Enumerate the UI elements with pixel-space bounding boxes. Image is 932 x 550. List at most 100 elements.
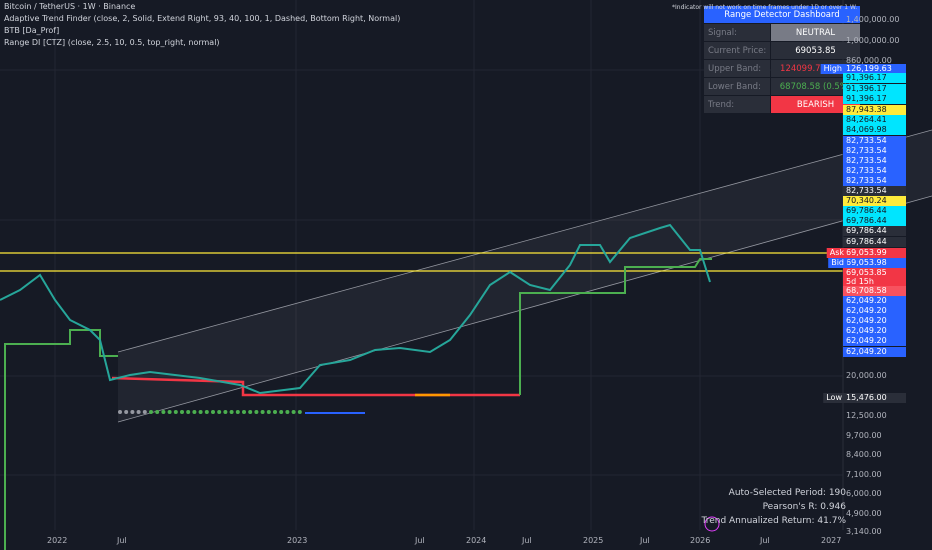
trend-stat: Auto-Selected Period: 190: [728, 488, 846, 498]
price-tag: High: [820, 64, 845, 74]
price-label: 91,396.17: [843, 94, 906, 104]
signal-dot: [235, 410, 240, 414]
dashboard-row: Trend: BEARISH: [704, 96, 860, 113]
indicator: Adaptive Trend Finder (close, 2, Solid, …: [4, 14, 401, 23]
price-label: 69,053.85: [843, 268, 906, 278]
price-label: 62,049.20: [843, 326, 906, 336]
signal-dot: [229, 410, 234, 414]
price-label: 82,733.54: [843, 166, 906, 176]
price-label: 1,400,000.00: [846, 15, 900, 24]
signal-dot: [273, 410, 277, 414]
signal-dot: [142, 410, 147, 414]
price-tag: Low: [823, 393, 845, 403]
signal-dot: [279, 410, 284, 414]
price-tag: Ask: [826, 248, 847, 258]
signal-dot: [291, 410, 296, 414]
price-path: [0, 223, 711, 395]
signal-dots: [118, 410, 302, 414]
price-label: 69,786.44: [843, 216, 906, 226]
time-label: Jul: [522, 536, 532, 545]
signal-dot: [173, 410, 178, 414]
price-label: 9,700.00: [846, 431, 882, 440]
time-label: 2023: [287, 536, 308, 545]
dashboard-row: Signal: NEUTRAL: [704, 24, 860, 41]
time-label: 2025: [583, 536, 604, 545]
signal-dot: [260, 410, 265, 414]
trend-channel: [118, 130, 932, 422]
price-label: 82,733.54: [843, 156, 906, 166]
signal-dot: [248, 410, 253, 414]
symbol-title: Bitcoin / TetherUS · 1W · Binance: [4, 2, 136, 11]
price-label: 6,000.00: [846, 489, 882, 498]
time-label: Jul: [640, 536, 650, 545]
time-label: Jul: [760, 536, 770, 545]
price-label: 62,049.20: [843, 336, 906, 346]
signal-dot: [118, 410, 122, 414]
price-label: 20,000.00: [846, 371, 887, 380]
signal-dot: [223, 410, 228, 414]
dashboard: Range Detector Dashboard Signal: NEUTRAL C…: [704, 6, 860, 114]
price-label: 126,199.63: [843, 64, 906, 74]
signal-dot: [149, 410, 153, 414]
time-label: 2022: [47, 536, 68, 545]
price-label: 8,400.00: [846, 450, 882, 459]
row-value: NEUTRAL: [771, 24, 860, 41]
price-label: 82,733.54: [843, 146, 906, 156]
trend-stat: Trend Annualized Return: 41.7%: [701, 516, 846, 526]
price-label: 70,340.24: [843, 196, 906, 206]
price-label: 62,049.20: [843, 347, 906, 357]
price-label: 82,733.54: [843, 136, 906, 146]
trend-stat: Pearson's R: 0.946: [762, 502, 846, 512]
price-label: 4,900.00: [846, 509, 882, 518]
trend-line-green: [519, 258, 712, 395]
price-tag: Bid: [828, 258, 847, 268]
signal-dot: [204, 410, 209, 414]
trend-line-green: [4, 329, 118, 550]
signal-dot: [167, 410, 172, 414]
grid: [0, 0, 843, 530]
row-label: Lower Band:: [704, 78, 770, 95]
time-label: 2024: [466, 536, 487, 545]
row-value: 69053.85: [771, 42, 860, 59]
price-label: 62,049.20: [843, 316, 906, 326]
signal-dot: [266, 410, 271, 414]
row-label: Upper Band:: [704, 60, 770, 77]
price-label: 68,708.58: [843, 286, 906, 296]
signal-dot: [297, 410, 302, 414]
row-value: 68708.58 (0.5%): [771, 78, 860, 95]
dashboard-row: Lower Band: 68708.58 (0.5%): [704, 78, 860, 95]
signal-dot: [254, 410, 259, 414]
dashboard-row: Current Price: 69053.85: [704, 42, 860, 59]
price-label: 91,396.17: [843, 73, 906, 83]
signal-dot: [211, 410, 215, 414]
price-label: 62,049.20: [843, 296, 906, 306]
channel-upper: [117, 129, 932, 353]
signal-dot: [198, 410, 203, 414]
signal-dot: [180, 410, 184, 414]
price-label: 1,000,000.00: [846, 36, 900, 45]
price-label: 62,049.20: [843, 306, 906, 316]
indicator: BTB [Da_Prof]: [4, 26, 60, 35]
price-label: 82,733.54: [843, 186, 906, 196]
row-label: Signal:: [704, 24, 770, 41]
price-label: 87,943.38: [843, 105, 906, 115]
time-label: 2027: [821, 536, 842, 545]
price-label: 7,100.00: [846, 470, 882, 479]
signal-dot: [192, 410, 197, 414]
trend-line-red: [111, 376, 520, 397]
price-label: 82,733.54: [843, 176, 906, 186]
price-label: 84,069.98: [843, 125, 906, 135]
flash-icon: [704, 516, 720, 532]
price-label: 69,053.99: [843, 248, 906, 258]
row-label: Trend:: [704, 96, 770, 113]
signal-dot: [136, 410, 141, 414]
indicator: Range DI [CTZ] (close, 2.5, 10, 0.5, top…: [4, 38, 220, 47]
note: *Indicator will not work on time frames …: [672, 4, 858, 11]
price-label: 3,140.00: [846, 527, 882, 536]
dashboard-title: Range Detector Dashboard: [704, 6, 860, 23]
price-label: 84,264.41: [843, 115, 906, 125]
row-value: BEARISH: [771, 96, 860, 113]
signal-dot: [186, 410, 191, 414]
